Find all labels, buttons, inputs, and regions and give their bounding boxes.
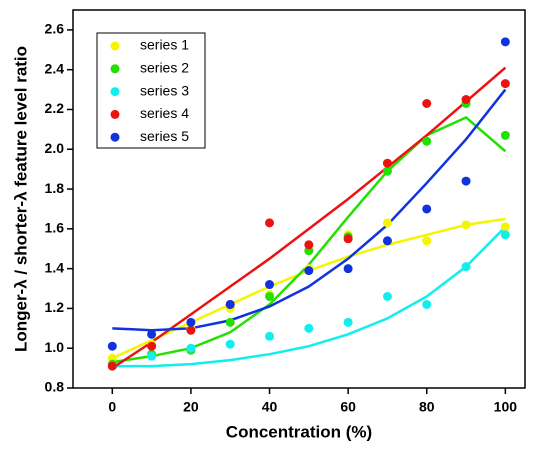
y-tick-label: 1.0 bbox=[45, 339, 65, 355]
y-tick-label: 2.4 bbox=[45, 60, 65, 76]
y-tick-label: 1.6 bbox=[45, 220, 65, 236]
point bbox=[461, 220, 471, 230]
point bbox=[265, 291, 275, 301]
x-tick-label: 60 bbox=[340, 399, 356, 415]
point bbox=[461, 95, 471, 105]
point bbox=[186, 317, 196, 327]
y-tick-label: 2.0 bbox=[45, 140, 65, 156]
point bbox=[422, 99, 432, 109]
point bbox=[343, 264, 353, 274]
point bbox=[304, 266, 314, 276]
fit-line bbox=[112, 225, 507, 368]
x-tick-label: 0 bbox=[108, 399, 116, 415]
point bbox=[107, 361, 117, 371]
point bbox=[225, 299, 235, 309]
point bbox=[461, 262, 471, 272]
legend-marker bbox=[110, 132, 120, 142]
point bbox=[107, 341, 117, 351]
point bbox=[500, 222, 510, 232]
y-tick-label: 1.4 bbox=[45, 259, 65, 275]
point bbox=[147, 351, 157, 361]
point bbox=[225, 339, 235, 349]
legend-label: series 2 bbox=[140, 60, 189, 76]
x-tick-label: 100 bbox=[494, 399, 518, 415]
y-tick-label: 2.6 bbox=[45, 21, 65, 37]
point bbox=[500, 130, 510, 140]
legend-marker bbox=[110, 87, 120, 97]
fit-line bbox=[111, 217, 506, 360]
point bbox=[382, 218, 392, 228]
point bbox=[382, 158, 392, 168]
x-axis-title: Concentration (%) bbox=[226, 422, 372, 441]
fit-line bbox=[112, 88, 507, 332]
y-tick-label: 1.2 bbox=[45, 299, 65, 315]
legend-label: series 4 bbox=[140, 105, 189, 121]
point bbox=[422, 204, 432, 214]
legend-marker bbox=[110, 41, 120, 51]
point bbox=[382, 236, 392, 246]
point bbox=[265, 280, 275, 290]
x-tick-label: 40 bbox=[262, 399, 278, 415]
point bbox=[265, 218, 275, 228]
y-tick-label: 2.2 bbox=[45, 100, 65, 116]
point bbox=[382, 166, 392, 176]
point bbox=[186, 343, 196, 353]
legend-label: series 3 bbox=[140, 82, 189, 98]
plot-frame bbox=[72, 9, 526, 389]
point bbox=[422, 236, 432, 246]
x-tick-label: 20 bbox=[183, 399, 199, 415]
point bbox=[304, 323, 314, 333]
point bbox=[422, 299, 432, 309]
point bbox=[461, 176, 471, 186]
legend-marker bbox=[110, 64, 120, 74]
x-tick-label: 80 bbox=[419, 399, 435, 415]
point bbox=[422, 136, 432, 146]
point bbox=[186, 325, 196, 335]
legend-label: series 5 bbox=[140, 128, 189, 144]
y-tick-label: 0.8 bbox=[45, 379, 65, 395]
point bbox=[500, 37, 510, 47]
legend-label: series 1 bbox=[140, 37, 189, 53]
point bbox=[343, 317, 353, 327]
point bbox=[225, 317, 235, 327]
point bbox=[382, 291, 392, 301]
point bbox=[343, 234, 353, 244]
point bbox=[304, 240, 314, 250]
point bbox=[500, 79, 510, 89]
y-axis-title: Longer-λ / shorter-λ feature level ratio bbox=[11, 46, 30, 352]
point bbox=[147, 341, 157, 351]
legend-marker bbox=[110, 109, 120, 119]
point bbox=[147, 329, 157, 339]
point bbox=[500, 230, 510, 240]
y-tick-label: 1.8 bbox=[45, 180, 65, 196]
point bbox=[265, 331, 275, 341]
fit-line bbox=[111, 66, 507, 370]
